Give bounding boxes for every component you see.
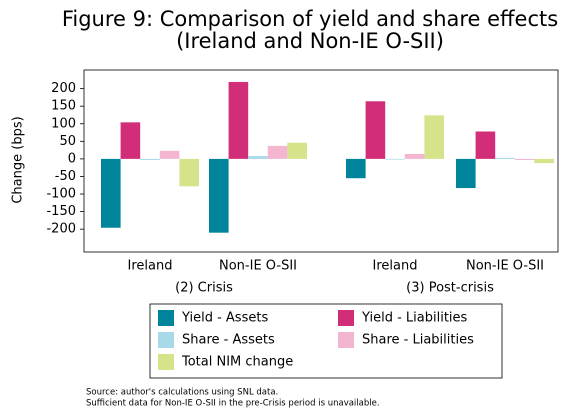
bar	[120, 122, 141, 159]
x-tick-label: Ireland	[373, 259, 418, 274]
y-tick-label: -200	[46, 222, 76, 237]
note: Source: author's calculations using SNL …	[86, 388, 278, 398]
plot-frame	[83, 69, 559, 253]
bar	[209, 158, 229, 233]
bar	[101, 158, 121, 228]
y-axis-label: Change (bps)	[11, 116, 26, 203]
bar	[365, 101, 386, 159]
bar	[159, 150, 180, 159]
y-tick-label: 150	[51, 99, 76, 114]
bar	[179, 158, 199, 187]
legend-swatch	[158, 310, 174, 326]
bar	[267, 145, 288, 159]
legend-box	[149, 303, 503, 379]
period-label: (2) Crisis	[175, 281, 233, 296]
x-tick-label: Non-IE O-SII	[219, 259, 297, 274]
bar	[514, 158, 535, 160]
y-tick-label: -50	[55, 169, 76, 184]
x-tick-label: Ireland	[128, 259, 173, 274]
bar	[424, 115, 444, 159]
bar	[248, 156, 268, 159]
bar	[140, 158, 160, 160]
legend-label: Share - Liabilities	[362, 333, 474, 348]
legend-label: Total NIM change	[181, 355, 293, 370]
legend-label: Share - Assets	[182, 333, 275, 348]
bar	[228, 81, 249, 159]
bar	[346, 158, 366, 179]
chart-title: Figure 9: Comparison of yield and share …	[61, 7, 559, 53]
y-tick-label: -100	[46, 187, 76, 202]
y-tick-label: 50	[59, 134, 76, 149]
bar	[534, 158, 554, 164]
bar	[287, 142, 307, 159]
legend-label: Yield - Liabilities	[361, 311, 468, 326]
bar	[385, 158, 405, 160]
legend-swatch	[338, 332, 354, 348]
legend-swatch	[338, 310, 354, 326]
note: Sufficient data for Non-IE O-SII in the …	[86, 399, 380, 409]
y-tick-label: 100	[51, 116, 76, 131]
legend-label: Yield - Assets	[181, 311, 268, 326]
y-tick-label: 200	[51, 81, 76, 96]
x-tick-label: Non-IE O-SII	[466, 259, 544, 274]
period-label: (3) Post-crisis	[406, 281, 494, 296]
legend-swatch	[158, 354, 174, 370]
bar	[495, 157, 515, 159]
legend-swatch	[158, 332, 174, 348]
bar	[456, 158, 476, 189]
bar	[475, 131, 496, 159]
y-tick-label: 0	[68, 151, 76, 166]
y-tick-label: -150	[46, 204, 76, 219]
bar	[404, 153, 425, 159]
